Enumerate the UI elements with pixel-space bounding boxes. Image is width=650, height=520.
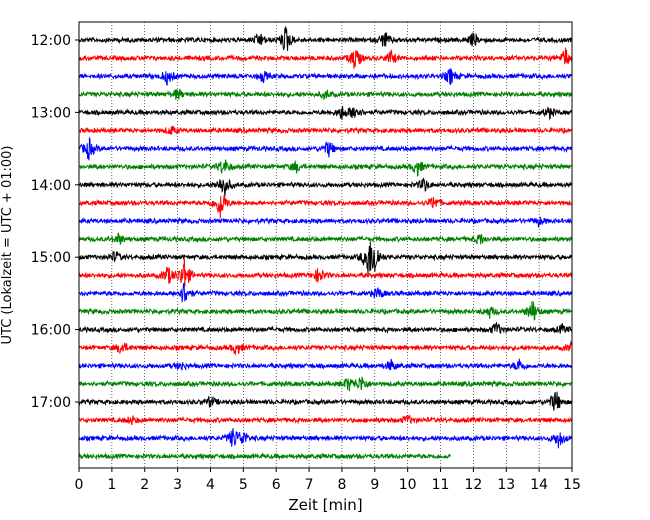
plot-frame [78,21,573,469]
x-tick-label: 15 [563,477,581,493]
trace-line-1615 [78,341,573,356]
trace-line-1445 [78,232,573,246]
y-tick-label: 12:00 [31,33,71,49]
trace-line-1345 [78,159,573,177]
seismic-traces [78,26,573,461]
trace-line-1430 [78,216,573,229]
trace-line-1715 [78,414,573,426]
y-axis-label: UTC (Lokalzeit = UTC + 01:00) [0,146,15,345]
trace-line-1200 [78,26,573,51]
x-axis-label: Zeit [min] [288,496,362,514]
trace-line-1215 [78,47,573,69]
trace-line-1500 [78,241,573,275]
trace-line-1245 [78,88,573,101]
trace-line-1515 [78,258,573,287]
x-tick-label: 10 [399,477,417,493]
x-tick-label: 0 [75,477,84,493]
x-tick-label: 13 [497,477,515,493]
trace-line-1230 [78,68,573,87]
trace-line-1745 [78,451,451,461]
trace-line-1700 [78,391,573,411]
y-tick-label: 16:00 [31,323,71,339]
x-tick-label: 3 [173,477,182,493]
y-tick-label: 14:00 [31,178,71,194]
x-tick-label: 7 [305,477,314,493]
y-tick-label: 15:00 [31,250,71,266]
x-tick-label: 14 [530,477,548,493]
x-tick-label: 6 [272,477,281,493]
trace-line-1600 [78,321,573,335]
trace-line-1330 [78,136,573,161]
trace-line-1300 [78,106,573,121]
x-tick-label: 12 [464,477,482,493]
y-axis-ticks: 12:00 13:00 14:00 15:00 16:00 17:00 [31,33,79,411]
trace-line-1630 [78,358,573,371]
y-tick-label: 17:00 [31,395,71,411]
trace-line-1645 [78,376,573,392]
x-tick-label: 4 [206,477,215,493]
y-tick-label: 13:00 [31,105,71,121]
grid-lines [111,22,540,468]
x-tick-label: 1 [107,477,116,493]
trace-line-1400 [78,177,573,197]
trace-line-1545 [78,301,573,321]
trace-line-1415 [78,195,573,219]
x-tick-label: 2 [140,477,149,493]
x-tick-label: 11 [432,477,450,493]
x-tick-label: 8 [337,477,346,493]
trace-line-1315 [78,125,573,135]
x-tick-label: 9 [370,477,379,493]
x-tick-label: 5 [239,477,248,493]
trace-line-1530 [78,281,573,303]
x-axis-ticks: 0 1 2 3 4 5 6 7 8 9 10 11 12 13 14 15 [75,468,581,493]
trace-line-1730 [78,428,573,449]
